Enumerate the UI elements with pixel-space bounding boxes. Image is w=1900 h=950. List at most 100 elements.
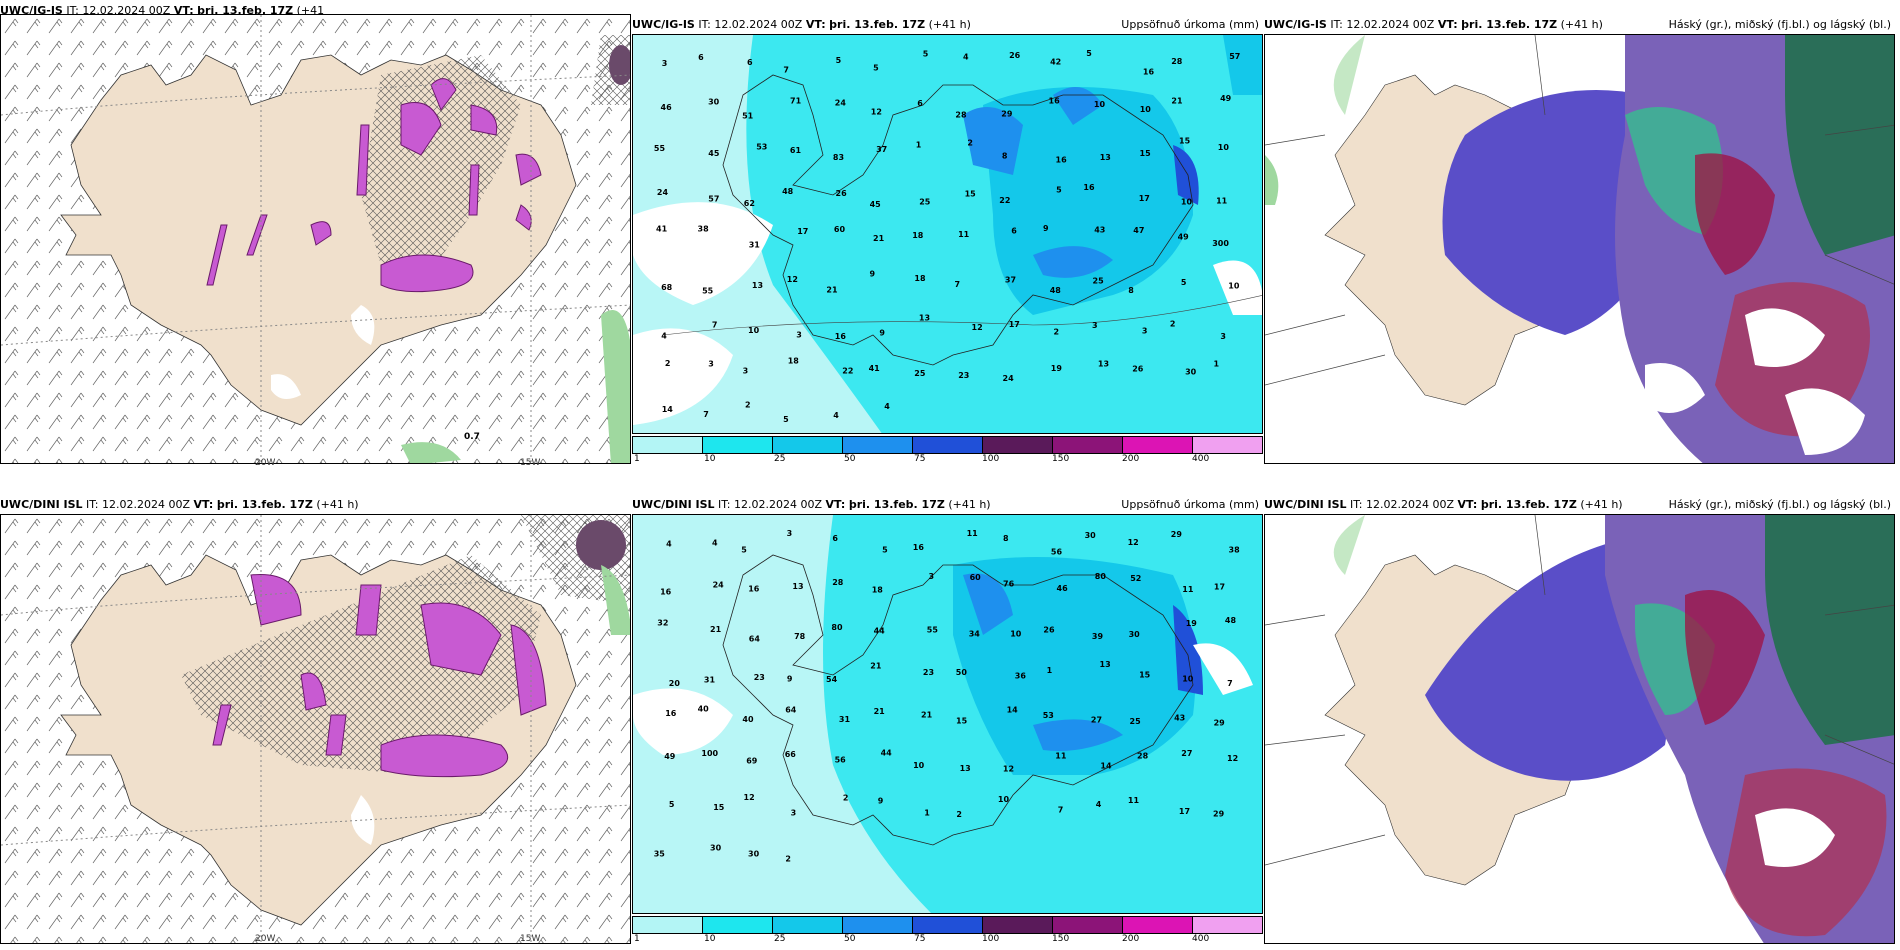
precip-value: 3 [929, 572, 935, 581]
precip-value: 17 [797, 227, 808, 236]
precip-value: 16 [835, 332, 847, 341]
precip-value: 13 [1098, 360, 1109, 369]
precip-value: 56 [1051, 548, 1063, 557]
precip-map: 3 6 6 7 5 5 5 4 26 42 5 16 28 57 46 30 51 71 24 12 6 28 29 16 10… [632, 34, 1263, 434]
precip-value: 25 [1130, 717, 1142, 726]
valid-time: þri. 13.feb. 17Z [1480, 498, 1577, 511]
colorbar-label-400: 400 [1192, 454, 1210, 464]
precip-value: 56 [835, 755, 847, 764]
precip-value: 6 [1011, 227, 1017, 236]
colorbar-label-200: 200 [1122, 454, 1140, 464]
precip-value: 30 [1085, 531, 1097, 540]
precip-value: 13 [919, 314, 930, 323]
colorbar-cell-5 [982, 436, 1053, 454]
precip-value: 1 [916, 141, 922, 150]
panel-title: UWC/DINI ISL IT: 12.02.2024 00Z VT: þri.… [1264, 494, 1895, 516]
precip-value: 6 [698, 53, 704, 62]
precip-value: 1 [1214, 359, 1220, 368]
model-name: UWC/DINI ISL [1264, 498, 1347, 511]
lon-label-20w: 20W [255, 458, 276, 468]
precip-value: 3 [1142, 326, 1148, 335]
precip-value: 29 [1213, 810, 1225, 819]
precip-value: 12 [972, 323, 983, 332]
precip-value: 13 [752, 281, 763, 290]
colorbar-cell-8 [1192, 436, 1263, 454]
colorbar-label-10: 10 [704, 934, 716, 944]
precip-value: 300 [1212, 239, 1229, 248]
precip-map: 4 4 5 3 6 5 16 11 8 56 30 12 29 38 16 24 16 13 28 18 3 60 76 46… [632, 514, 1263, 914]
precip-value: 5 [741, 546, 747, 555]
panel-title: UWC/IG-IS IT: 12.02.2024 00Z VT: þri. 13… [1264, 14, 1895, 36]
field-description: Háský (gr.), miðský (fj.bl.) og lágský (… [1668, 498, 1891, 511]
panel-title: UWC/DINI ISL IT: 12.02.2024 00Z VT: þri.… [0, 494, 631, 516]
precip-value: 3 [791, 809, 797, 818]
precip-value: 53 [756, 143, 767, 152]
precip-value: 12 [1128, 538, 1139, 547]
lead-time: (+41 [296, 4, 325, 17]
precip-value: 3 [787, 529, 793, 538]
precip-value: 18 [914, 274, 926, 283]
precip-value: 55 [702, 287, 714, 296]
panel-title: UWC/DINI ISL IT: 12.02.2024 00Z VT: þri.… [632, 494, 1263, 516]
colorbar-cell-2 [772, 916, 843, 934]
precip-value: 41 [656, 225, 668, 234]
precip-value: 11 [1055, 752, 1067, 761]
precip-value: 8 [1128, 286, 1134, 295]
model-name: UWC/IG-IS [0, 4, 63, 17]
lon-label-15w: 15W [520, 934, 541, 944]
precip-value: 9 [870, 269, 876, 278]
precip-value: 19 [1186, 619, 1198, 628]
precip-value: 10 [1218, 143, 1230, 152]
precip-value: 66 [785, 750, 797, 759]
valid-time-label: VT: [825, 498, 846, 511]
precip-value: 21 [873, 234, 885, 243]
precip-value: 4 [963, 53, 969, 62]
precip-value: 8 [1002, 151, 1008, 160]
precip-value: 21 [874, 707, 886, 716]
precip-value: 12 [1003, 764, 1014, 773]
colorbar-cell-7 [1122, 436, 1193, 454]
precip-value: 1 [1047, 666, 1053, 675]
precip-value: 5 [836, 56, 842, 65]
precip-value: 15 [1140, 149, 1152, 158]
precip-value: 13 [1100, 153, 1111, 162]
precip-value: 23 [754, 673, 765, 682]
precip-value: 28 [1137, 751, 1149, 760]
precip-value: 21 [710, 625, 722, 634]
precip-value: 25 [919, 197, 931, 206]
field-description: Uppsöfnuð úrkoma (mm) [1121, 18, 1259, 31]
precip-value: 15 [965, 189, 977, 198]
precip-value: 100 [701, 749, 718, 758]
precip-value: 26 [836, 189, 848, 198]
colorbar-label-400: 400 [1192, 934, 1210, 944]
precip-value: 18 [872, 586, 884, 595]
precip-value: 4 [666, 540, 672, 549]
precip-value: 9 [1043, 224, 1049, 233]
precip-value: 24 [713, 580, 725, 589]
precip-value: 7 [783, 66, 789, 75]
precip-value: 19 [1051, 364, 1063, 373]
precip-value: 78 [794, 632, 806, 641]
precip-value: 10 [913, 761, 925, 770]
precip-value: 13 [1100, 660, 1111, 669]
colorbar-label-150: 150 [1052, 934, 1070, 944]
precip-value: 8 [1003, 534, 1009, 543]
colorbar: 1 10 25 50 75 100 150 200 400 [632, 914, 1263, 944]
precip-value: 16 [748, 584, 760, 593]
precip-value: 69 [746, 757, 758, 766]
panel-title: UWC/IG-IS IT: 12.02.2024 00Z VT: þri. 13… [0, 0, 631, 22]
precip-value: 5 [1181, 278, 1187, 287]
precip-value: 16 [665, 709, 677, 718]
panel-top-left: UWC/IG-IS IT: 12.02.2024 00Z VT: þri. 13… [0, 0, 631, 468]
panel-title: UWC/IG-IS IT: 12.02.2024 00Z VT: þri. 13… [632, 14, 1263, 36]
precip-value: 48 [782, 187, 794, 196]
precip-value: 2 [956, 810, 962, 819]
valid-time-label: VT: [1457, 498, 1478, 511]
precip-value: 9 [878, 796, 884, 805]
colorbar-label-10: 10 [704, 454, 716, 464]
precip-value: 13 [792, 582, 803, 591]
colorbar-cell-8 [1192, 916, 1263, 934]
precip-value: 6 [917, 99, 923, 108]
precip-value: 5 [882, 546, 888, 555]
